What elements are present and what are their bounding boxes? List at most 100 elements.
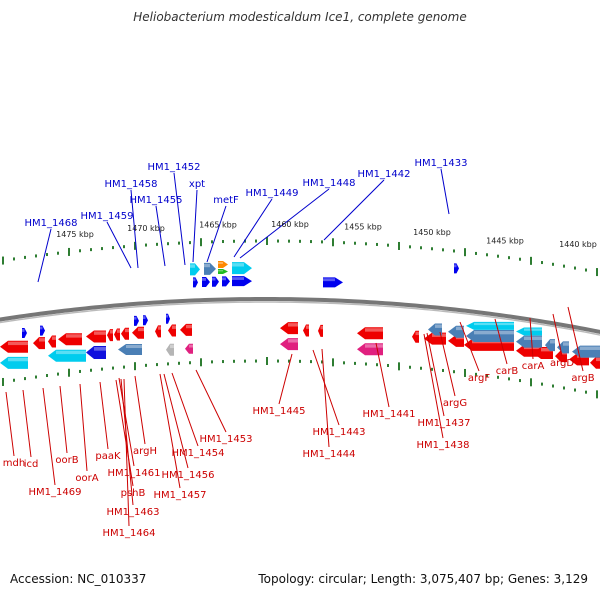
gene-label-hm1-1449[interactable]: HM1_1449 [246, 188, 299, 199]
gene-label-hm1-1455[interactable]: HM1_1455 [130, 195, 183, 206]
gene-label-hm1-1437[interactable]: HM1_1437 [418, 418, 471, 429]
reverse-feature[interactable] [448, 325, 464, 338]
gene-label-argg[interactable]: argG [443, 398, 467, 409]
reverse-feature[interactable] [412, 330, 419, 343]
gene-label-hm1-1441[interactable]: HM1_1441 [363, 409, 416, 420]
gene-label-icd[interactable]: icd [24, 459, 39, 470]
reverse-feature[interactable] [86, 346, 106, 360]
gene-label-hm1-1463[interactable]: HM1_1463 [107, 507, 160, 518]
gene-label-hm1-1433[interactable]: HM1_1433 [415, 158, 468, 169]
gene-label-hm1-1453[interactable]: HM1_1453 [200, 434, 253, 445]
reverse-feature[interactable] [466, 329, 514, 342]
outer-scale-major-tick [2, 256, 4, 265]
reverse-feature[interactable] [590, 356, 600, 369]
forward-feature-small[interactable] [143, 315, 148, 326]
forward-feature-small[interactable] [166, 313, 170, 324]
gene-label-hm1-1456[interactable]: HM1_1456 [162, 470, 215, 481]
forward-feature[interactable] [212, 276, 219, 287]
gene-label-hm1-1454[interactable]: HM1_1454 [172, 448, 225, 459]
gene-label-hm1-1468[interactable]: HM1_1468 [25, 218, 78, 229]
outer-scale-minor-tick [178, 241, 180, 245]
outer-scale-minor-tick [90, 248, 92, 252]
forward-feature[interactable] [323, 277, 343, 288]
reverse-feature[interactable] [466, 321, 514, 330]
gene-label-hm1-1457[interactable]: HM1_1457 [154, 490, 207, 501]
leader-line-metf [206, 205, 227, 263]
forward-feature[interactable] [232, 276, 252, 287]
gene-label-pshb[interactable]: pshB [121, 488, 146, 499]
forward-feature-small[interactable] [454, 263, 459, 274]
gene-label-hm1-1459[interactable]: HM1_1459 [81, 211, 134, 222]
inner-scale-minor-tick [475, 372, 477, 376]
gene-label-hm1-1438[interactable]: HM1_1438 [417, 440, 470, 451]
forward-feature-small[interactable] [134, 315, 139, 326]
forward-feature[interactable] [232, 262, 252, 275]
gene-label-hm1-1442[interactable]: HM1_1442 [358, 169, 411, 180]
gene-label-metf[interactable]: metF [213, 195, 239, 206]
reverse-feature[interactable] [516, 327, 542, 336]
reverse-feature[interactable] [168, 324, 176, 337]
gene-label-argf[interactable]: argF [468, 373, 490, 384]
reverse-feature[interactable] [48, 335, 56, 348]
gene-label-hm1-1469[interactable]: HM1_1469 [29, 487, 82, 498]
reverse-feature[interactable] [48, 349, 86, 362]
forward-feature-small[interactable] [40, 325, 45, 336]
gene-label-carb[interactable]: carB [496, 366, 519, 377]
leader-line-paak [99, 381, 109, 450]
gene-label-hm1-1464[interactable]: HM1_1464 [103, 528, 156, 539]
gene-label-mdh[interactable]: mdh [3, 458, 25, 469]
gene-label-hm1-1452[interactable]: HM1_1452 [148, 162, 201, 173]
inner-scale-minor-tick [497, 375, 499, 379]
reverse-feature[interactable] [185, 343, 193, 354]
gene-label-oorb[interactable]: oorB [55, 455, 78, 466]
forward-feature[interactable] [218, 269, 228, 275]
reverse-feature[interactable] [0, 340, 28, 353]
reverse-feature[interactable] [357, 327, 383, 340]
forward-feature[interactable] [190, 263, 200, 276]
outer-scale-minor-tick [486, 253, 488, 257]
reverse-feature[interactable] [280, 322, 298, 335]
reverse-feature[interactable] [86, 330, 106, 343]
gene-label-xpt[interactable]: xpt [189, 179, 205, 190]
reverse-feature[interactable] [303, 324, 309, 337]
reverse-feature[interactable] [180, 323, 192, 336]
gene-label-hm1-1445[interactable]: HM1_1445 [253, 406, 306, 417]
outer-scale-major-tick [266, 237, 268, 246]
gene-label-hm1-1448[interactable]: HM1_1448 [303, 178, 356, 189]
reverse-feature[interactable] [166, 343, 174, 356]
forward-feature[interactable] [202, 277, 210, 288]
forward-feature[interactable] [218, 261, 228, 269]
reverse-feature[interactable] [280, 338, 298, 351]
reverse-feature[interactable] [0, 356, 28, 369]
reverse-feature[interactable] [516, 335, 542, 348]
reverse-feature[interactable] [357, 343, 383, 356]
gene-label-argd[interactable]: argD [550, 358, 574, 369]
reverse-feature[interactable] [33, 337, 45, 350]
gene-label-hm1-1461[interactable]: HM1_1461 [108, 468, 161, 479]
reverse-feature[interactable] [118, 343, 142, 355]
inner-scale-minor-tick [255, 359, 257, 363]
reverse-feature[interactable] [132, 326, 144, 339]
gene-label-argh[interactable]: argH [133, 446, 157, 457]
reverse-feature[interactable] [318, 324, 323, 337]
reverse-feature[interactable] [428, 323, 442, 336]
reverse-feature[interactable] [545, 339, 555, 352]
forward-feature[interactable] [193, 277, 198, 288]
forward-feature[interactable] [204, 262, 216, 275]
gene-label-cara[interactable]: carA [522, 361, 545, 372]
forward-feature-small[interactable] [22, 328, 27, 339]
gene-label-hm1-1458[interactable]: HM1_1458 [105, 179, 158, 190]
gene-label-oora[interactable]: oorA [75, 473, 98, 484]
gene-label-paak[interactable]: paaK [95, 451, 121, 462]
reverse-feature[interactable] [533, 347, 553, 360]
inner-scale-minor-tick [321, 360, 323, 364]
reverse-feature[interactable] [58, 333, 82, 346]
gene-label-hm1-1443[interactable]: HM1_1443 [313, 427, 366, 438]
reverse-feature[interactable] [107, 329, 113, 342]
reverse-feature[interactable] [121, 327, 129, 340]
gene-label-hm1-1444[interactable]: HM1_1444 [303, 449, 356, 460]
reverse-feature[interactable] [155, 325, 161, 338]
forward-feature[interactable] [222, 276, 230, 287]
gene-label-argb[interactable]: argB [571, 373, 594, 384]
reverse-feature[interactable] [114, 328, 120, 341]
